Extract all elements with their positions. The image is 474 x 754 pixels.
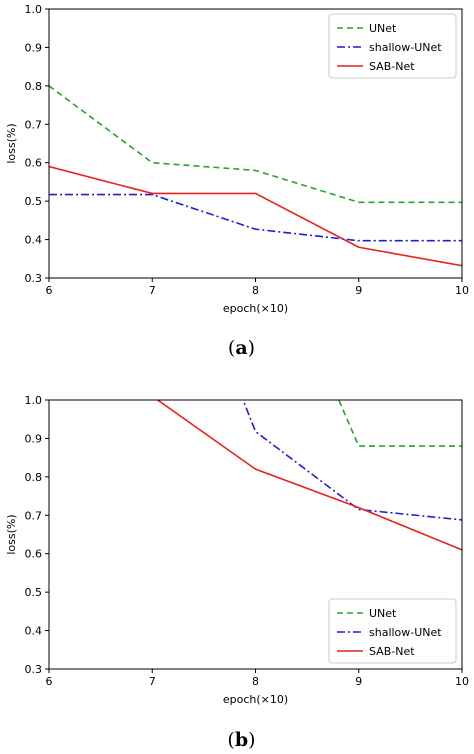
series-line-sab-net	[49, 165, 462, 267]
series-line-unet	[337, 400, 462, 447]
x-tick-label: 9	[355, 284, 362, 297]
x-tick-label: 6	[46, 675, 53, 688]
x-tick-label: 8	[252, 284, 259, 297]
chart-panel-b: 6 7 8 9 10 0.3 0.4 0.5 0.6 0.7 0.8 0.9 1.0 epoch(×10)…	[5, 394, 469, 751]
x-tick-label: 6	[46, 284, 53, 297]
x-tick-label: 7	[149, 284, 156, 297]
panel-label: (b)	[227, 729, 255, 751]
x-tick-label: 8	[252, 675, 259, 688]
y-tick-label: 0.6	[25, 157, 43, 170]
x-tick-label: 10	[455, 284, 469, 297]
series-line-shallow-unet	[49, 193, 462, 242]
series-group	[49, 85, 462, 267]
series-line-sab-net	[156, 400, 462, 551]
y-tick-label: 0.3	[25, 663, 43, 676]
y-tick-label: 0.4	[25, 234, 43, 247]
legend: UNet shallow-UNet SAB-Net	[328, 598, 457, 664]
y-tick-label: 0.9	[25, 432, 43, 445]
y-tick-label: 1.0	[25, 394, 43, 407]
x-axis-label: epoch(×10)	[223, 693, 288, 706]
y-tick-label: 1.0	[25, 3, 43, 16]
y-tick-label: 0.7	[25, 509, 43, 522]
y-axis-label: loss(%)	[5, 514, 18, 554]
legend-entry-label: SAB-Net	[369, 60, 415, 73]
series-line-unet	[49, 85, 462, 204]
chart-panel-a: 6 7 8 9 10 0.3 0.4 0.5 0.6 0.7 0.8 0.9 1.0 epoch(×10)…	[5, 3, 469, 359]
panel-label: (a)	[228, 337, 255, 359]
y-tick-label: 0.5	[25, 586, 43, 599]
y-tick-label: 0.3	[25, 272, 43, 285]
y-tick-label: 0.8	[25, 80, 43, 93]
y-tick-label: 0.5	[25, 195, 43, 208]
y-tick-label: 0.8	[25, 471, 43, 484]
x-tick-label: 7	[149, 675, 156, 688]
y-tick-label: 0.6	[25, 548, 43, 561]
series-group	[156, 400, 462, 551]
y-axis-label: loss(%)	[5, 123, 18, 163]
legend-entry-label: shallow-UNet	[369, 41, 442, 54]
y-tick-label: 0.9	[25, 41, 43, 54]
y-tick-label: 0.7	[25, 118, 43, 131]
y-tick-label: 0.4	[25, 625, 43, 638]
legend-entry-label: shallow-UNet	[369, 626, 442, 639]
x-axis-label: epoch(×10)	[223, 302, 288, 315]
legend-box	[328, 13, 457, 79]
legend-box	[328, 598, 457, 664]
legend-entry-label: UNet	[369, 607, 397, 620]
x-tick-label: 9	[355, 675, 362, 688]
legend: UNet shallow-UNet SAB-Net	[328, 13, 457, 79]
x-tick-label: 10	[455, 675, 469, 688]
legend-entry-label: UNet	[369, 22, 397, 35]
series-line-shallow-unet	[242, 400, 462, 521]
legend-entry-label: SAB-Net	[369, 645, 415, 658]
